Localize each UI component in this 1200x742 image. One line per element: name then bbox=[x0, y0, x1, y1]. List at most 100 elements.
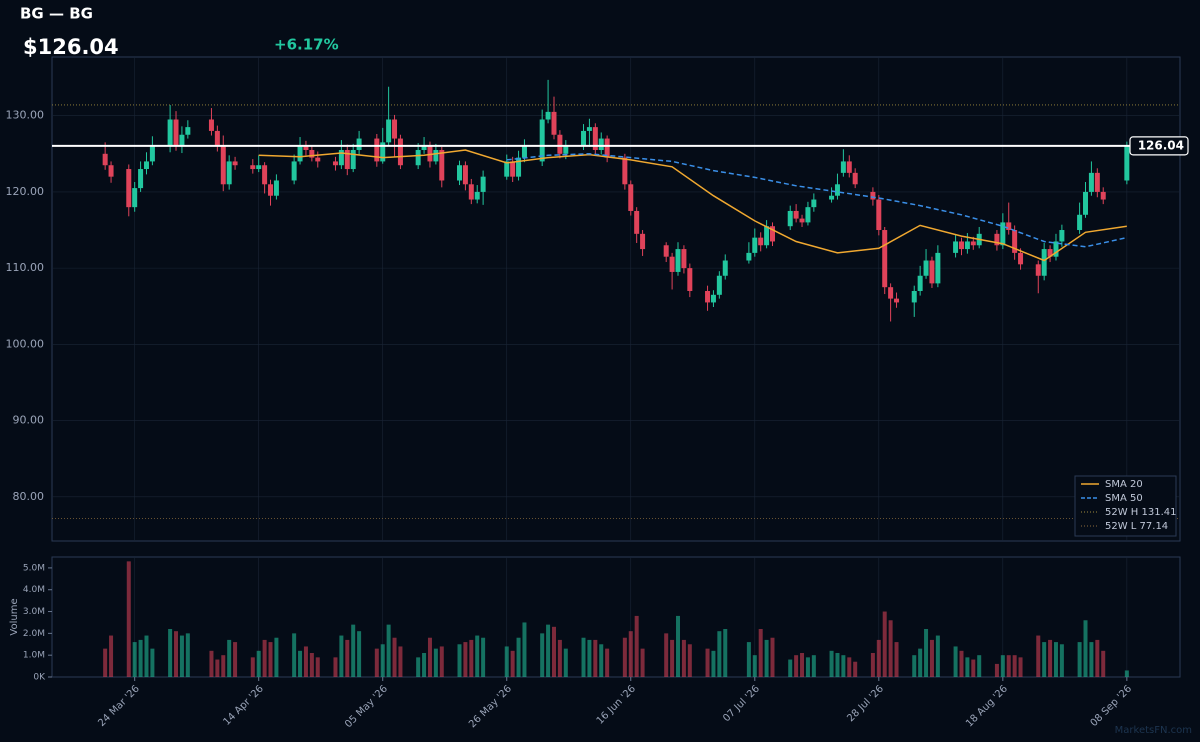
candle-body bbox=[1059, 230, 1065, 242]
candle-body bbox=[705, 290, 711, 303]
volume-bar bbox=[439, 646, 444, 677]
volume-bar bbox=[380, 644, 385, 677]
candle-body bbox=[262, 165, 268, 185]
volume-bar bbox=[1012, 655, 1017, 677]
candle-body bbox=[439, 149, 445, 181]
volume-bar bbox=[1124, 670, 1129, 677]
candle-body bbox=[516, 157, 522, 177]
volume-bar bbox=[227, 639, 232, 677]
candle-body bbox=[421, 146, 427, 150]
candle-body bbox=[604, 138, 610, 158]
candle-body bbox=[179, 134, 185, 147]
candle-body bbox=[1094, 172, 1100, 192]
y-tick-label: 120.00 bbox=[6, 185, 45, 198]
candle-body bbox=[291, 161, 297, 181]
candle-body bbox=[415, 149, 421, 166]
volume-bar bbox=[587, 639, 592, 677]
volume-bar bbox=[250, 657, 255, 677]
volume-bar bbox=[959, 650, 964, 677]
legend-label: SMA 50 bbox=[1105, 493, 1143, 504]
candle-body bbox=[687, 268, 693, 291]
vol-tick-label: 2.0M bbox=[23, 629, 45, 639]
volume-bar bbox=[1000, 655, 1005, 677]
candle-body bbox=[173, 119, 179, 147]
candle-body bbox=[563, 146, 569, 154]
candle-body bbox=[840, 161, 846, 173]
candle-body bbox=[185, 127, 191, 135]
candle-body bbox=[846, 161, 852, 173]
volume-bar bbox=[788, 659, 793, 677]
candle-body bbox=[793, 210, 799, 219]
legend-label: SMA 20 bbox=[1105, 479, 1143, 490]
price-text: $126.04 bbox=[23, 35, 119, 59]
vol-tick-label: 0K bbox=[33, 673, 46, 683]
candle-body bbox=[1000, 222, 1006, 246]
candle-body bbox=[504, 161, 510, 177]
volume-bar bbox=[605, 648, 610, 677]
candle-body bbox=[911, 290, 917, 303]
candle-body bbox=[1006, 222, 1012, 231]
volume-bar bbox=[593, 639, 598, 677]
volume-bar bbox=[935, 635, 940, 677]
sma-line bbox=[506, 153, 1127, 248]
legend-label: 52W L 77.14 bbox=[1105, 521, 1168, 532]
volume-bar bbox=[457, 644, 462, 677]
volume-bar bbox=[764, 639, 769, 677]
volume-bar bbox=[292, 633, 297, 677]
candle-body bbox=[581, 130, 587, 147]
volume-bar bbox=[581, 637, 586, 677]
candle-body bbox=[764, 226, 770, 246]
volume-bar bbox=[599, 644, 604, 677]
candle-body bbox=[994, 233, 1000, 246]
candle-body bbox=[834, 184, 840, 196]
volume-bar bbox=[126, 561, 131, 677]
candle-body bbox=[226, 161, 232, 185]
volume-bar bbox=[150, 648, 155, 677]
candle-body bbox=[770, 226, 776, 242]
candle-body bbox=[598, 138, 604, 150]
volume-bar bbox=[918, 648, 923, 677]
candle-body bbox=[1124, 145, 1130, 181]
volume-bar bbox=[994, 663, 999, 677]
candle-body bbox=[852, 172, 858, 185]
volume-bar bbox=[929, 639, 934, 677]
volume-bar bbox=[829, 650, 834, 677]
candle-body bbox=[232, 161, 238, 166]
candle-body bbox=[303, 146, 309, 150]
candle-body bbox=[876, 199, 882, 231]
volume-bar bbox=[676, 615, 681, 677]
volume-bar bbox=[1048, 639, 1053, 677]
volume-bar bbox=[1101, 650, 1106, 677]
candle-body bbox=[167, 119, 173, 147]
candle-body bbox=[456, 165, 462, 181]
candle-body bbox=[586, 127, 592, 131]
volume-bar bbox=[847, 657, 852, 677]
volume-bar bbox=[752, 655, 757, 677]
volume-bar bbox=[687, 644, 692, 677]
candle-body bbox=[126, 169, 132, 208]
candle-body bbox=[1083, 191, 1089, 215]
candle-body bbox=[1053, 241, 1059, 257]
candle-body bbox=[480, 176, 486, 192]
volume-bar bbox=[333, 657, 338, 677]
candle-body bbox=[592, 127, 598, 150]
chart-title: BG — BG bbox=[20, 5, 93, 23]
candle-body bbox=[1100, 191, 1106, 200]
candle-body bbox=[220, 146, 226, 185]
volume-bar bbox=[800, 653, 805, 677]
volume-bar bbox=[770, 637, 775, 677]
candle-body bbox=[970, 241, 976, 246]
candle-body bbox=[350, 149, 356, 170]
volume-bar bbox=[103, 648, 108, 677]
volume-bar bbox=[546, 624, 551, 677]
volume-bar bbox=[351, 624, 356, 677]
candle-body bbox=[758, 237, 764, 246]
volume-bar bbox=[209, 650, 214, 677]
legend-label: 52W H 131.41 bbox=[1105, 507, 1176, 518]
volume-bar bbox=[475, 635, 480, 677]
candle-body bbox=[710, 294, 716, 303]
candle-body bbox=[894, 298, 900, 303]
change-text: +6.17% bbox=[274, 36, 339, 54]
volume-bar bbox=[835, 653, 840, 677]
